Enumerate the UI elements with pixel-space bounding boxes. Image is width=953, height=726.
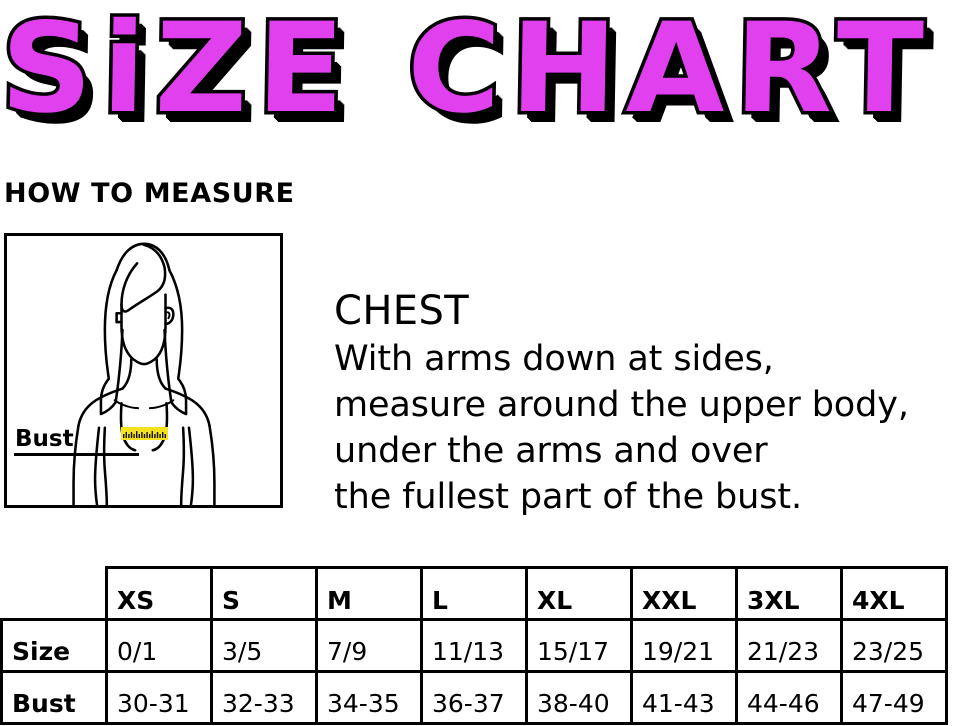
table-header-xxl: XXL (630, 566, 738, 621)
section-heading-how-to-measure: HOW TO MEASURE (4, 178, 295, 209)
table-header-xl: XL (525, 566, 633, 621)
tape-measure-icon (121, 428, 166, 432)
cell-bust-xs: 30-31 (105, 670, 213, 725)
cell-bust-xxl: 41-43 (630, 670, 738, 725)
cell-size-3xl: 21/23 (735, 618, 843, 673)
chest-line-4: the fullest part of the bust. (334, 477, 803, 517)
measurement-illustration-box (4, 233, 283, 508)
cell-size-m: 7/9 (315, 618, 423, 673)
cell-size-s: 3/5 (210, 618, 318, 673)
table-header-m: M (315, 566, 423, 621)
table-header-s: S (210, 566, 318, 621)
cell-bust-3xl: 44-46 (735, 670, 843, 725)
cell-size-xs: 0/1 (105, 618, 213, 673)
table-header-4xl: 4XL (840, 566, 948, 621)
chest-line-3: under the arms and over (334, 431, 768, 471)
cell-bust-s: 32-33 (210, 670, 318, 725)
cell-size-xl: 15/17 (525, 618, 633, 673)
row-label-size: Size (0, 618, 108, 673)
table-header-l: L (420, 566, 528, 621)
page-title: SiZE CHART (0, 0, 937, 145)
table-corner-cell (2, 568, 107, 620)
cell-size-l: 11/13 (420, 618, 528, 673)
table-header-row: XS S M L XL XXL 3XL 4XL (2, 566, 948, 621)
size-chart-table: XS S M L XL XXL 3XL 4XL Size 0/1 3/5 7/9… (0, 566, 948, 725)
table-row: Size 0/1 3/5 7/9 11/13 15/17 19/21 21/23… (0, 618, 948, 673)
cell-size-xxl: 19/21 (630, 618, 738, 673)
cell-bust-xl: 38-40 (525, 670, 633, 725)
title-banner: SiZE CHART (0, 0, 953, 145)
bust-label: Bust (15, 426, 74, 452)
table-row: Bust 30-31 32-33 34-35 36-37 38-40 41-43… (0, 670, 948, 725)
table-header-3xl: 3XL (735, 566, 843, 621)
row-label-bust: Bust (0, 670, 108, 725)
cell-size-4xl: 23/25 (840, 618, 948, 673)
table-header-xs: XS (105, 566, 213, 621)
chest-description-block: CHEST With arms down at sides, measure a… (332, 288, 932, 520)
chest-line-1: With arms down at sides, (334, 339, 774, 379)
chest-heading: CHEST (334, 288, 470, 334)
cell-bust-l: 36-37 (420, 670, 528, 725)
chest-line-2: measure around the upper body, (334, 385, 909, 425)
cell-bust-4xl: 47-49 (840, 670, 948, 725)
cell-bust-m: 34-35 (315, 670, 423, 725)
bust-leader-line (14, 453, 139, 456)
female-torso-line-drawing-icon (72, 242, 216, 505)
